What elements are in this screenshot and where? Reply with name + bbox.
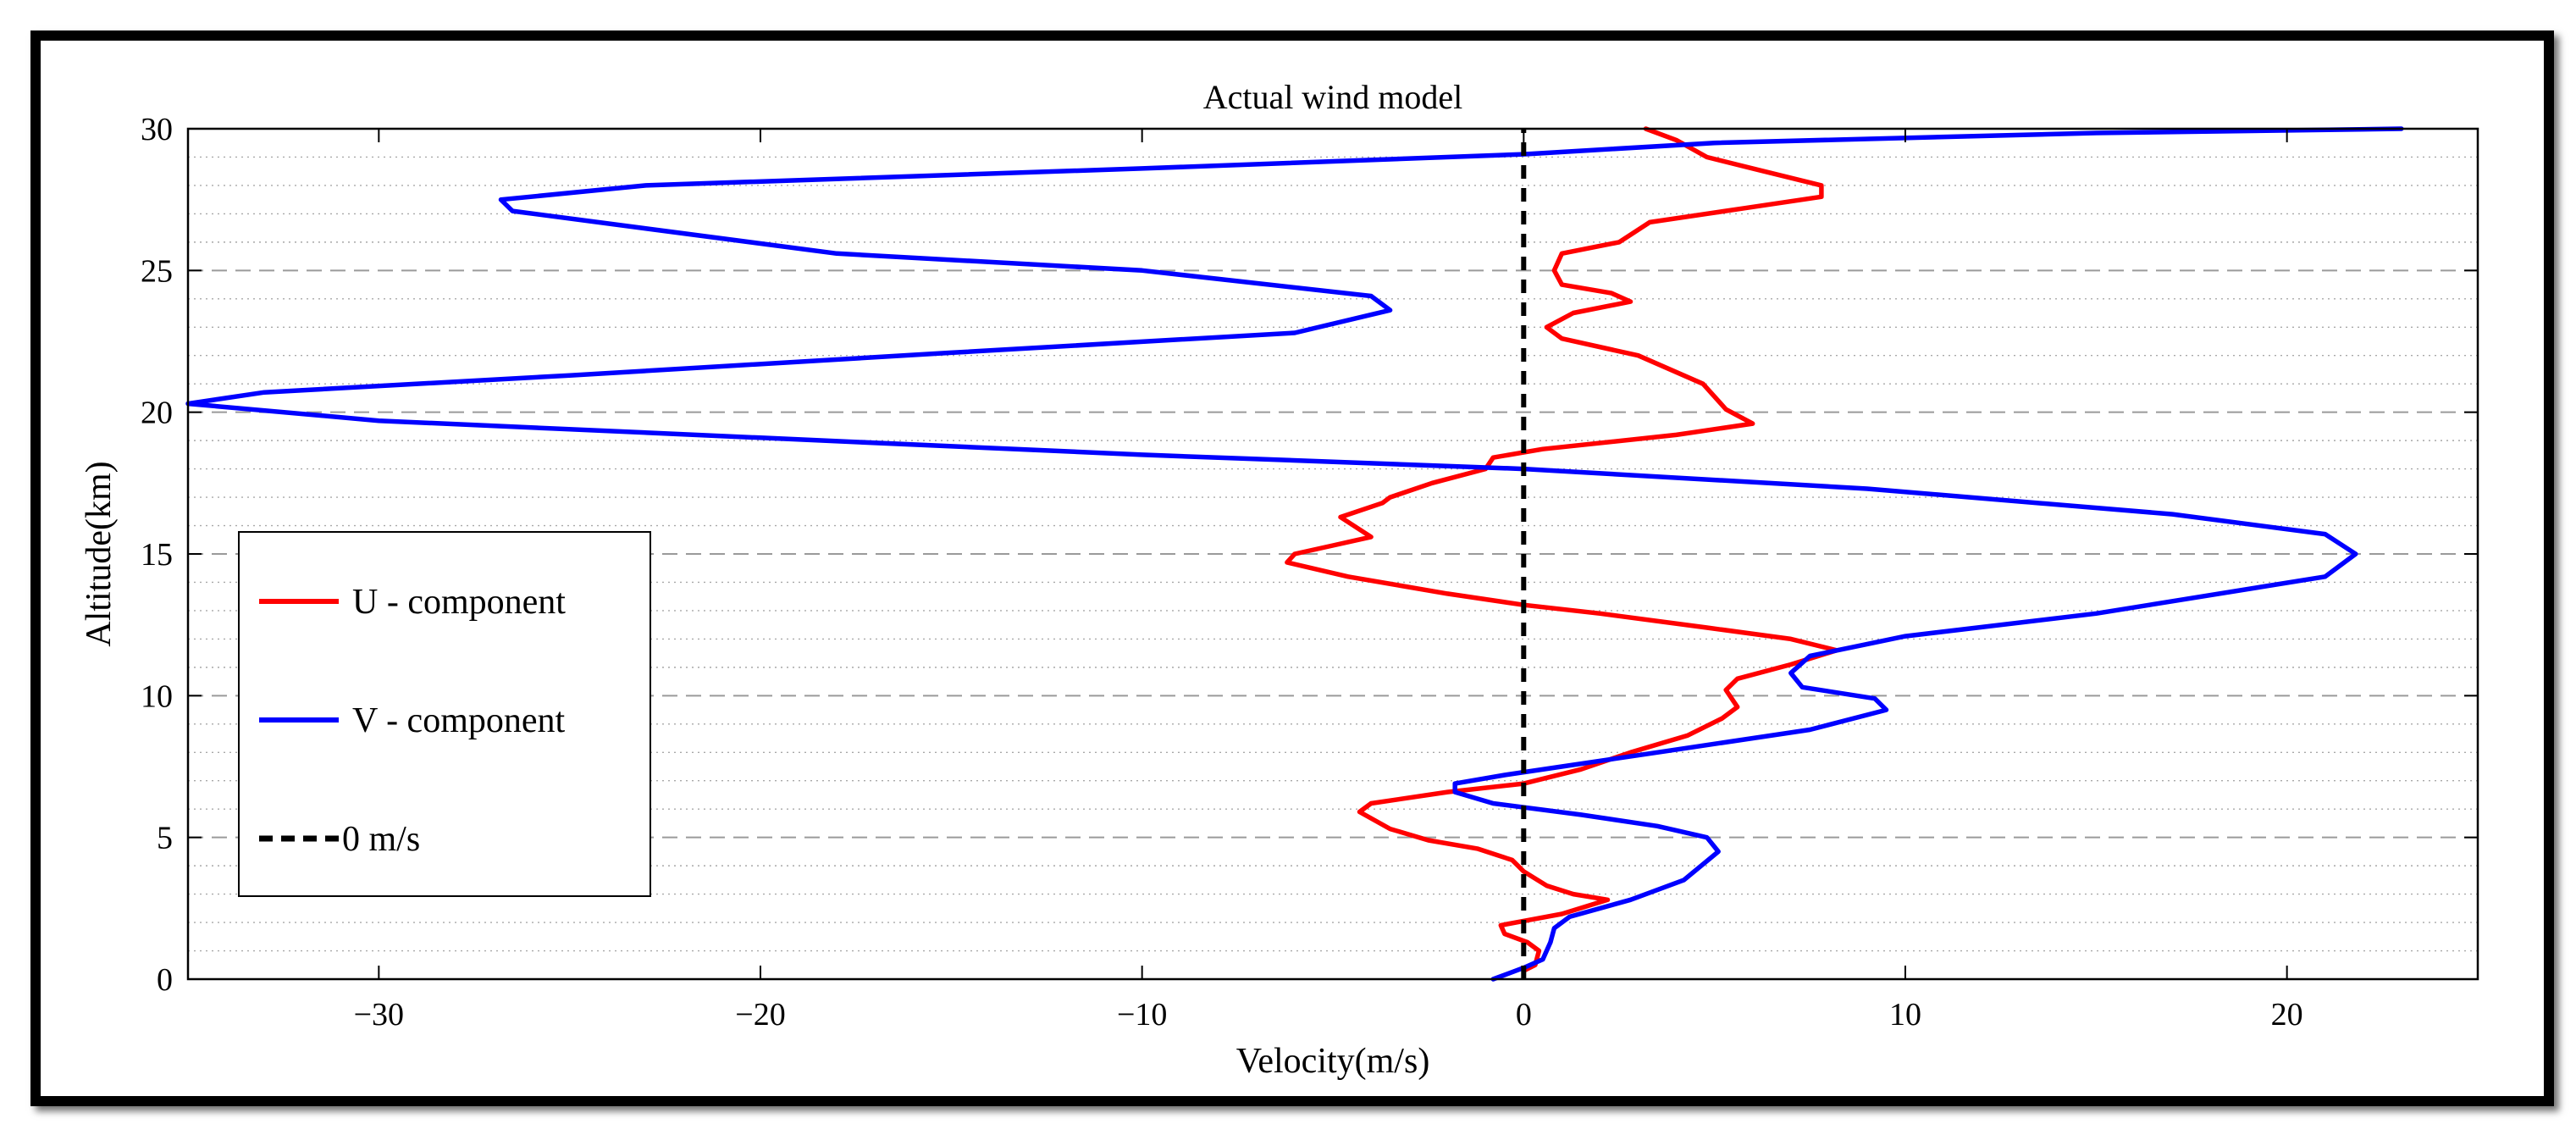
x-tick-label: 20	[2271, 997, 2303, 1033]
y-tick-label: 5	[157, 821, 173, 856]
series-line-1	[185, 126, 2404, 982]
x-tick-label: −30	[354, 997, 404, 1033]
x-tick-label: 10	[1889, 997, 1921, 1033]
series-lines	[185, 126, 2404, 982]
legend: U - component V - component 0 m/s	[238, 531, 651, 897]
y-tick-label: 20	[141, 396, 173, 431]
y-tick-label: 25	[141, 253, 173, 289]
x-tick-label: −20	[735, 997, 785, 1033]
y-tick-label: 15	[141, 537, 173, 573]
chart-title: Actual wind model	[1203, 78, 1463, 116]
legend-box	[238, 531, 651, 897]
series-line-0	[1285, 126, 1839, 973]
legend-label-zero: 0 m/s	[342, 820, 420, 859]
x-tick-label: 0	[1516, 997, 1532, 1033]
legend-label-v: V - component	[352, 701, 566, 740]
y-tick-label: 0	[157, 962, 173, 998]
figure-frame: −30 −20 −10 0 10 20 0 5 10 15 20 25 30 Actual wind m…	[30, 30, 2554, 1106]
y-axis-label: Altitude(km)	[80, 461, 119, 646]
legend-label-u: U - component	[352, 583, 566, 622]
x-axis-label: Velocity(m/s)	[1236, 1042, 1430, 1081]
x-tick-label: −10	[1117, 997, 1167, 1033]
y-tick-label: 30	[141, 112, 173, 147]
axis-ticks: −30 −20 −10 0 10 20 0 5 10 15 20 25 30	[141, 112, 2478, 1033]
wind-chart: −30 −20 −10 0 10 20 0 5 10 15 20 25 30 Actual wind m…	[80, 78, 2479, 1081]
grid-lines	[188, 156, 2478, 952]
y-tick-label: 10	[141, 678, 173, 714]
